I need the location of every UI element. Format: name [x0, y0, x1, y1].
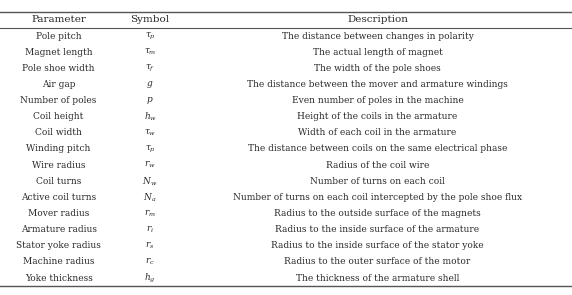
- Text: Wire radius: Wire radius: [32, 160, 85, 170]
- Text: Number of poles: Number of poles: [21, 96, 97, 105]
- Text: The distance between changes in polarity: The distance between changes in polarity: [281, 32, 474, 40]
- Text: Yoke thickness: Yoke thickness: [25, 273, 93, 283]
- Text: $r_c$: $r_c$: [145, 257, 155, 267]
- Text: $p$: $p$: [146, 95, 154, 106]
- Text: $h_w$: $h_w$: [144, 110, 157, 123]
- Text: Number of turns on each coil: Number of turns on each coil: [310, 177, 445, 186]
- Text: $r_i$: $r_i$: [146, 224, 154, 235]
- Text: $\tau_w$: $\tau_w$: [144, 127, 156, 138]
- Text: Description: Description: [347, 15, 408, 24]
- Text: Number of turns on each coil intercepted by the pole shoe flux: Number of turns on each coil intercepted…: [233, 193, 522, 202]
- Text: Magnet length: Magnet length: [25, 48, 93, 57]
- Text: $g$: $g$: [146, 79, 154, 90]
- Text: Radius to the inside surface of the stator yoke: Radius to the inside surface of the stat…: [271, 241, 484, 250]
- Text: $\tau_m$: $\tau_m$: [144, 47, 157, 58]
- Text: Pole pitch: Pole pitch: [36, 32, 81, 40]
- Text: $r_m$: $r_m$: [144, 208, 156, 219]
- Text: Coil height: Coil height: [33, 112, 84, 121]
- Text: Active coil turns: Active coil turns: [21, 193, 96, 202]
- Text: Armature radius: Armature radius: [21, 225, 97, 234]
- Text: Radius of the coil wire: Radius of the coil wire: [326, 160, 429, 170]
- Text: Winding pitch: Winding pitch: [26, 145, 91, 153]
- Text: Even number of poles in the machine: Even number of poles in the machine: [292, 96, 463, 105]
- Text: $N_w$: $N_w$: [142, 175, 158, 188]
- Text: Coil turns: Coil turns: [36, 177, 81, 186]
- Text: Stator yoke radius: Stator yoke radius: [16, 241, 101, 250]
- Text: Pole shoe width: Pole shoe width: [22, 64, 95, 73]
- Text: Height of the coils in the armature: Height of the coils in the armature: [297, 112, 458, 121]
- Text: Parameter: Parameter: [31, 15, 86, 24]
- Text: Radius to the inside surface of the armature: Radius to the inside surface of the arma…: [276, 225, 479, 234]
- Text: Radius to the outside surface of the magnets: Radius to the outside surface of the mag…: [274, 209, 481, 218]
- Text: The width of the pole shoes: The width of the pole shoes: [314, 64, 441, 73]
- Text: $r_w$: $r_w$: [144, 160, 156, 171]
- Text: Coil width: Coil width: [35, 128, 82, 137]
- Text: Mover radius: Mover radius: [28, 209, 89, 218]
- Text: $\tau_f$: $\tau_f$: [145, 63, 155, 74]
- Text: The distance between the mover and armature windings: The distance between the mover and armat…: [247, 80, 508, 89]
- Text: The thickness of the armature shell: The thickness of the armature shell: [296, 273, 459, 283]
- Text: The distance between coils on the same electrical phase: The distance between coils on the same e…: [248, 145, 507, 153]
- Text: $\tau_p$: $\tau_p$: [145, 143, 156, 155]
- Text: Air gap: Air gap: [42, 80, 76, 89]
- Text: $h_g$: $h_g$: [144, 271, 156, 285]
- Text: Width of each coil in the armature: Width of each coil in the armature: [299, 128, 456, 137]
- Text: $r_s$: $r_s$: [145, 240, 155, 251]
- Text: Machine radius: Machine radius: [23, 258, 94, 266]
- Text: $\tau_p$: $\tau_p$: [145, 30, 156, 42]
- Text: Symbol: Symbol: [130, 15, 170, 24]
- Text: $N_a$: $N_a$: [144, 191, 157, 204]
- Text: The actual length of magnet: The actual length of magnet: [312, 48, 443, 57]
- Text: Radius to the outer surface of the motor: Radius to the outer surface of the motor: [284, 258, 471, 266]
